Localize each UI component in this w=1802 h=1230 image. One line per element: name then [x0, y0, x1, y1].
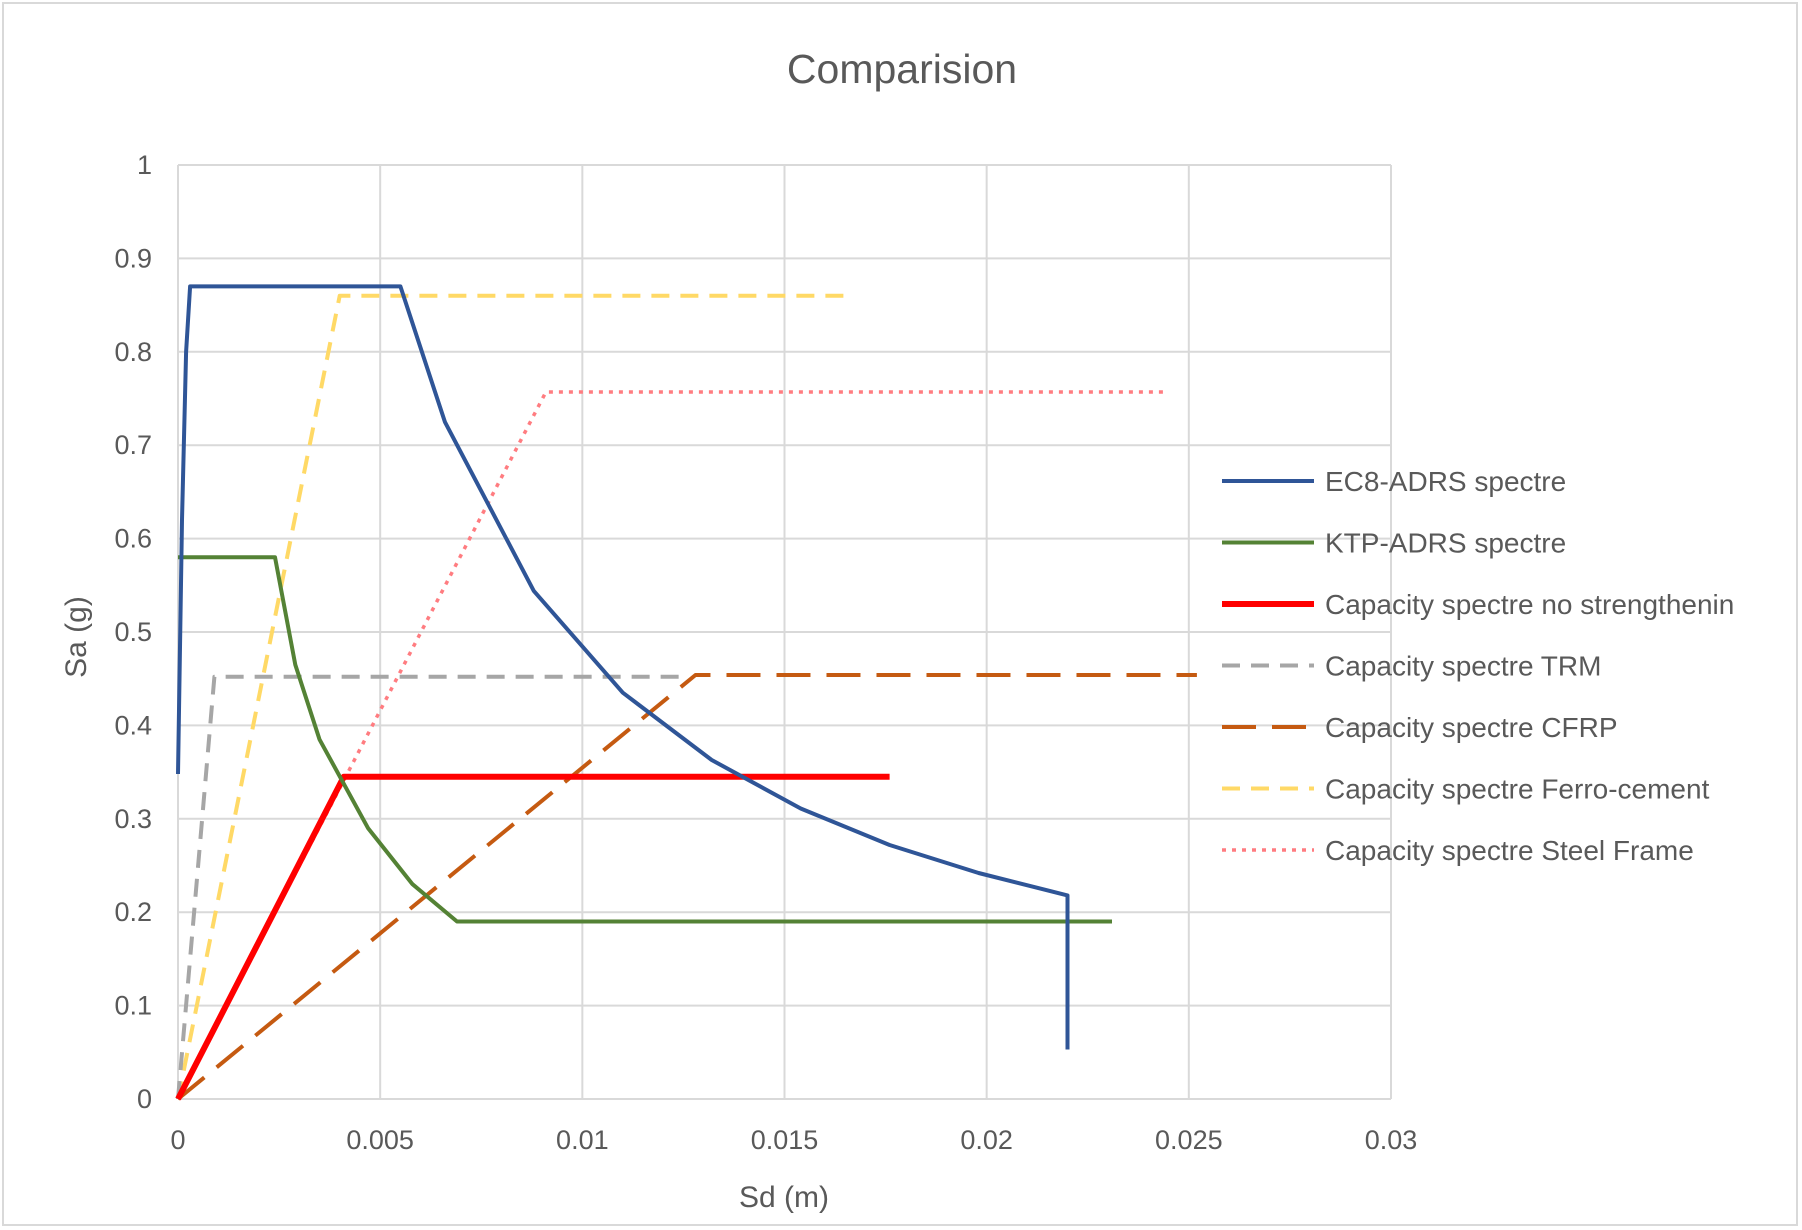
y-tick-label: 0.5 [114, 617, 152, 647]
y-tick-label: 0.3 [114, 804, 152, 834]
y-tick-label: 0.7 [114, 430, 152, 460]
chart-title: Comparision [787, 46, 1017, 92]
chart-svg: Comparision 0 0.1 0.2 0.3 0.4 0.5 0.6 0.7 0.8 0.9… [60, 46, 1734, 1214]
legend-label-0: EC8-ADRS spectre [1325, 466, 1566, 497]
series-layer [175, 284, 1197, 1101]
legend-label-1: KTP-ADRS spectre [1325, 528, 1566, 559]
y-tick-label: 0.2 [114, 897, 152, 927]
legend-label-4: Capacity spectre CFRP [1325, 712, 1618, 743]
tick-layer: 0 0.1 0.2 0.3 0.4 0.5 0.6 0.7 0.8 0.9 1 0 0.005 0.01 0… [114, 150, 1417, 1155]
legend-label-2: Capacity spectre no strengthenin [1325, 589, 1734, 620]
x-tick-label: 0 [170, 1125, 185, 1155]
x-tick-label: 0.02 [960, 1125, 1013, 1155]
legend: EC8-ADRS spectre KTP-ADRS spectre Capacity… [1222, 466, 1734, 866]
x-tick-label: 0.025 [1155, 1125, 1223, 1155]
legend-label-3: Capacity spectre TRM [1325, 651, 1601, 682]
series-line-6 [176, 390, 1169, 1100]
y-axis-title: Sa (g) [60, 596, 93, 678]
series-line-5 [176, 293, 854, 1100]
grid-layer [177, 164, 1392, 1100]
series-line-4 [176, 673, 1197, 1101]
series-line-0 [176, 284, 1070, 1050]
y-tick-label: 0.9 [114, 243, 152, 273]
x-tick-label: 0.015 [751, 1125, 819, 1155]
y-tick-label: 0.6 [114, 524, 152, 554]
x-tick-label: 0.03 [1365, 1125, 1418, 1155]
y-tick-label: 0.8 [114, 337, 152, 367]
y-tick-label: 0.4 [114, 710, 152, 740]
x-tick-label: 0.005 [346, 1125, 414, 1155]
x-axis-title: Sd (m) [739, 1181, 829, 1214]
series-line-2 [175, 773, 890, 1101]
legend-label-5: Capacity spectre Ferro-cement [1325, 774, 1710, 805]
series-line-1 [178, 555, 1112, 924]
y-tick-label: 0 [137, 1084, 152, 1114]
y-tick-label: 1 [137, 150, 152, 180]
y-tick-label: 0.1 [114, 991, 152, 1021]
legend-label-6: Capacity spectre Steel Frame [1325, 835, 1694, 866]
series-line-3 [176, 674, 684, 1100]
x-tick-label: 0.01 [556, 1125, 609, 1155]
